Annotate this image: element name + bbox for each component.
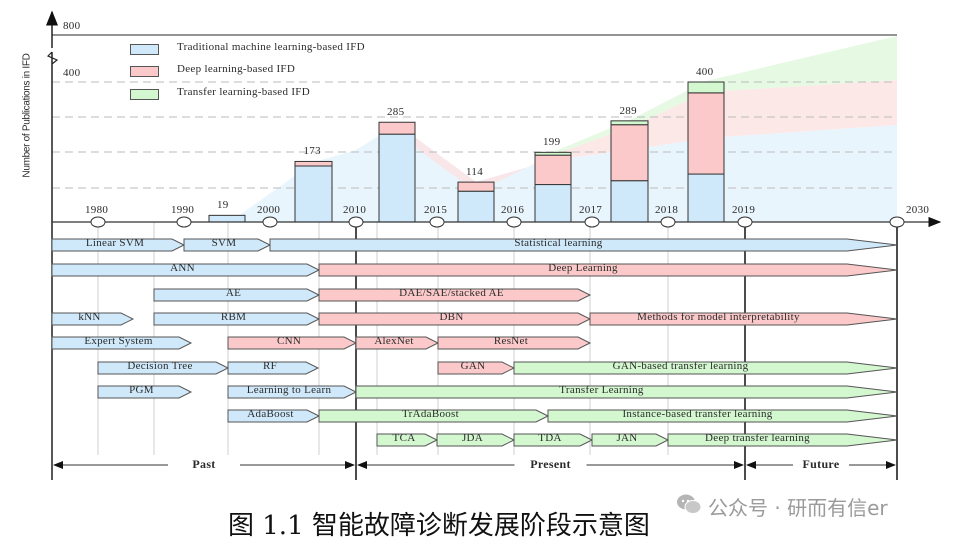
timeline-segment	[318, 288, 592, 302]
bar-total-label: 199	[543, 136, 561, 149]
era-label-present: Present	[530, 457, 571, 471]
year-label-1990: 1990	[171, 204, 195, 216]
timeline-segment	[51, 263, 321, 277]
timeline-label-tca: TCA	[392, 432, 416, 444]
watermark: 公众号 · 研而有信er	[708, 496, 888, 520]
legend-label-deep: Deep learning-based IFD	[177, 63, 296, 75]
timeline-label-pgm: PGM	[129, 384, 154, 396]
timeline-label-dbn: DBN	[439, 311, 464, 323]
timeline-segment	[513, 361, 898, 375]
bar-total-label: 114	[466, 166, 483, 179]
timeline-label-deep-transfer-learning: Deep transfer learning	[705, 432, 810, 444]
timeline-segment	[97, 361, 230, 375]
timeline-segment	[318, 263, 898, 277]
timeline-segment	[227, 361, 320, 375]
bar-total-label: 289	[619, 104, 637, 117]
timeline-segment	[376, 433, 439, 447]
timeline-label-deep-learning: Deep Learning	[548, 262, 618, 274]
year-label-2019: 2019	[732, 204, 756, 216]
year-label-2018: 2018	[655, 204, 679, 216]
timeline-label-tda: TDA	[538, 432, 562, 444]
timeline-segment	[513, 433, 594, 447]
timeline-label-knn: kNN	[78, 311, 101, 323]
timeline-segment	[437, 361, 516, 375]
figure-caption: 图 1.1 智能故障诊断发展阶段示意图	[228, 511, 650, 541]
y-axis-label: Number of Publications in IFD	[21, 53, 33, 178]
timeline-segment	[269, 238, 898, 252]
year-label-2030: 2030	[906, 204, 930, 216]
timeline-segment	[591, 433, 670, 447]
timeline-rows	[51, 238, 898, 447]
timeline-segment	[667, 433, 898, 447]
year-label-2000: 2000	[257, 204, 281, 216]
timeline-segment	[436, 433, 516, 447]
timeline-segment	[318, 312, 592, 326]
timeline-label-linear-svm: Linear SVM	[85, 237, 145, 249]
legend-swatch-deep	[130, 66, 159, 77]
timeline-segment	[355, 336, 440, 350]
legend-label-transfer: Transfer learning-based IFD	[177, 86, 310, 98]
timeline-label-learning-to-learn: Learning to Learn	[246, 384, 332, 396]
timeline-label-ae: AE	[225, 287, 242, 299]
bar-total-label: 19	[217, 199, 229, 212]
wechat-icon	[677, 494, 702, 514]
timeline-label-statistical-learning: Statistical learning	[514, 237, 603, 249]
timeline-segment	[153, 312, 321, 326]
year-label-2010: 2010	[343, 204, 367, 216]
timeline-segment	[183, 238, 272, 252]
era-label-future: Future	[802, 457, 840, 471]
timeline-segment	[227, 336, 358, 350]
timeline-label-cnn: CNN	[276, 335, 302, 347]
legend-label-traditional: Traditional machine learning-based IFD	[177, 41, 365, 53]
timeline-label-dae-sae-stacked-ae: DAE/SAE/stacked AE	[399, 287, 504, 299]
stacked-bars	[208, 81, 725, 223]
timeline-label-svm: SVM	[211, 237, 237, 249]
timeline-segment	[51, 238, 186, 252]
era-label-past: Past	[192, 457, 216, 471]
year-label-2017: 2017	[579, 204, 603, 216]
timeline-segment	[51, 336, 193, 350]
timeline-label-adaboost: AdaBoost	[247, 408, 294, 420]
timeline-label-jda: JDA	[461, 432, 484, 444]
y-tick-400: 400	[63, 67, 81, 79]
timeline-segment	[355, 385, 898, 399]
timeline-label-tradaboost: TrAdaBoost	[402, 408, 459, 420]
timeline-segment	[589, 312, 898, 326]
timeline-label-methods-for-model-interpretability: Methods for model interpretability	[637, 311, 800, 323]
timeline-label-resnet: ResNet	[493, 335, 529, 347]
timeline-label-ann: ANN	[170, 262, 195, 274]
y-tick-800: 800	[63, 20, 81, 32]
legend-swatch-transfer	[130, 89, 159, 100]
timeline-segment	[227, 409, 321, 423]
bar-total-label: 173	[303, 145, 321, 158]
timeline-label-expert-system: Expert System	[84, 335, 153, 347]
timeline-segment	[227, 385, 358, 399]
timeline-label-gan-based-transfer-learning: GAN-based transfer learning	[612, 360, 749, 372]
timeline-label-rbm: RBM	[220, 311, 247, 323]
timeline-segment	[318, 409, 550, 423]
timeline-segment	[153, 288, 321, 302]
year-label-2015: 2015	[424, 204, 448, 216]
timeline-label-gan: GAN	[460, 360, 486, 372]
timeline-label-decision-tree: Decision Tree	[127, 360, 193, 372]
timeline-segment	[437, 336, 592, 350]
timeline-segment	[547, 409, 898, 423]
bar-total-label: 285	[387, 106, 405, 119]
timeline-segment	[51, 312, 135, 326]
timeline-label-alexnet: AlexNet	[374, 335, 414, 347]
year-label-1980: 1980	[85, 204, 109, 216]
timeline-label-transfer-learning: Transfer Learning	[559, 384, 644, 396]
timeline-segment	[97, 385, 193, 399]
timeline-label-rf: RF	[262, 360, 278, 372]
timeline-label-jan: JAN	[616, 432, 638, 444]
timeline-label-instance-based-transfer-learning: Instance-based transfer learning	[622, 408, 773, 420]
year-label-2016: 2016	[501, 204, 525, 216]
legend-swatch-traditional	[130, 44, 159, 55]
bar-total-label: 400	[696, 66, 714, 78]
